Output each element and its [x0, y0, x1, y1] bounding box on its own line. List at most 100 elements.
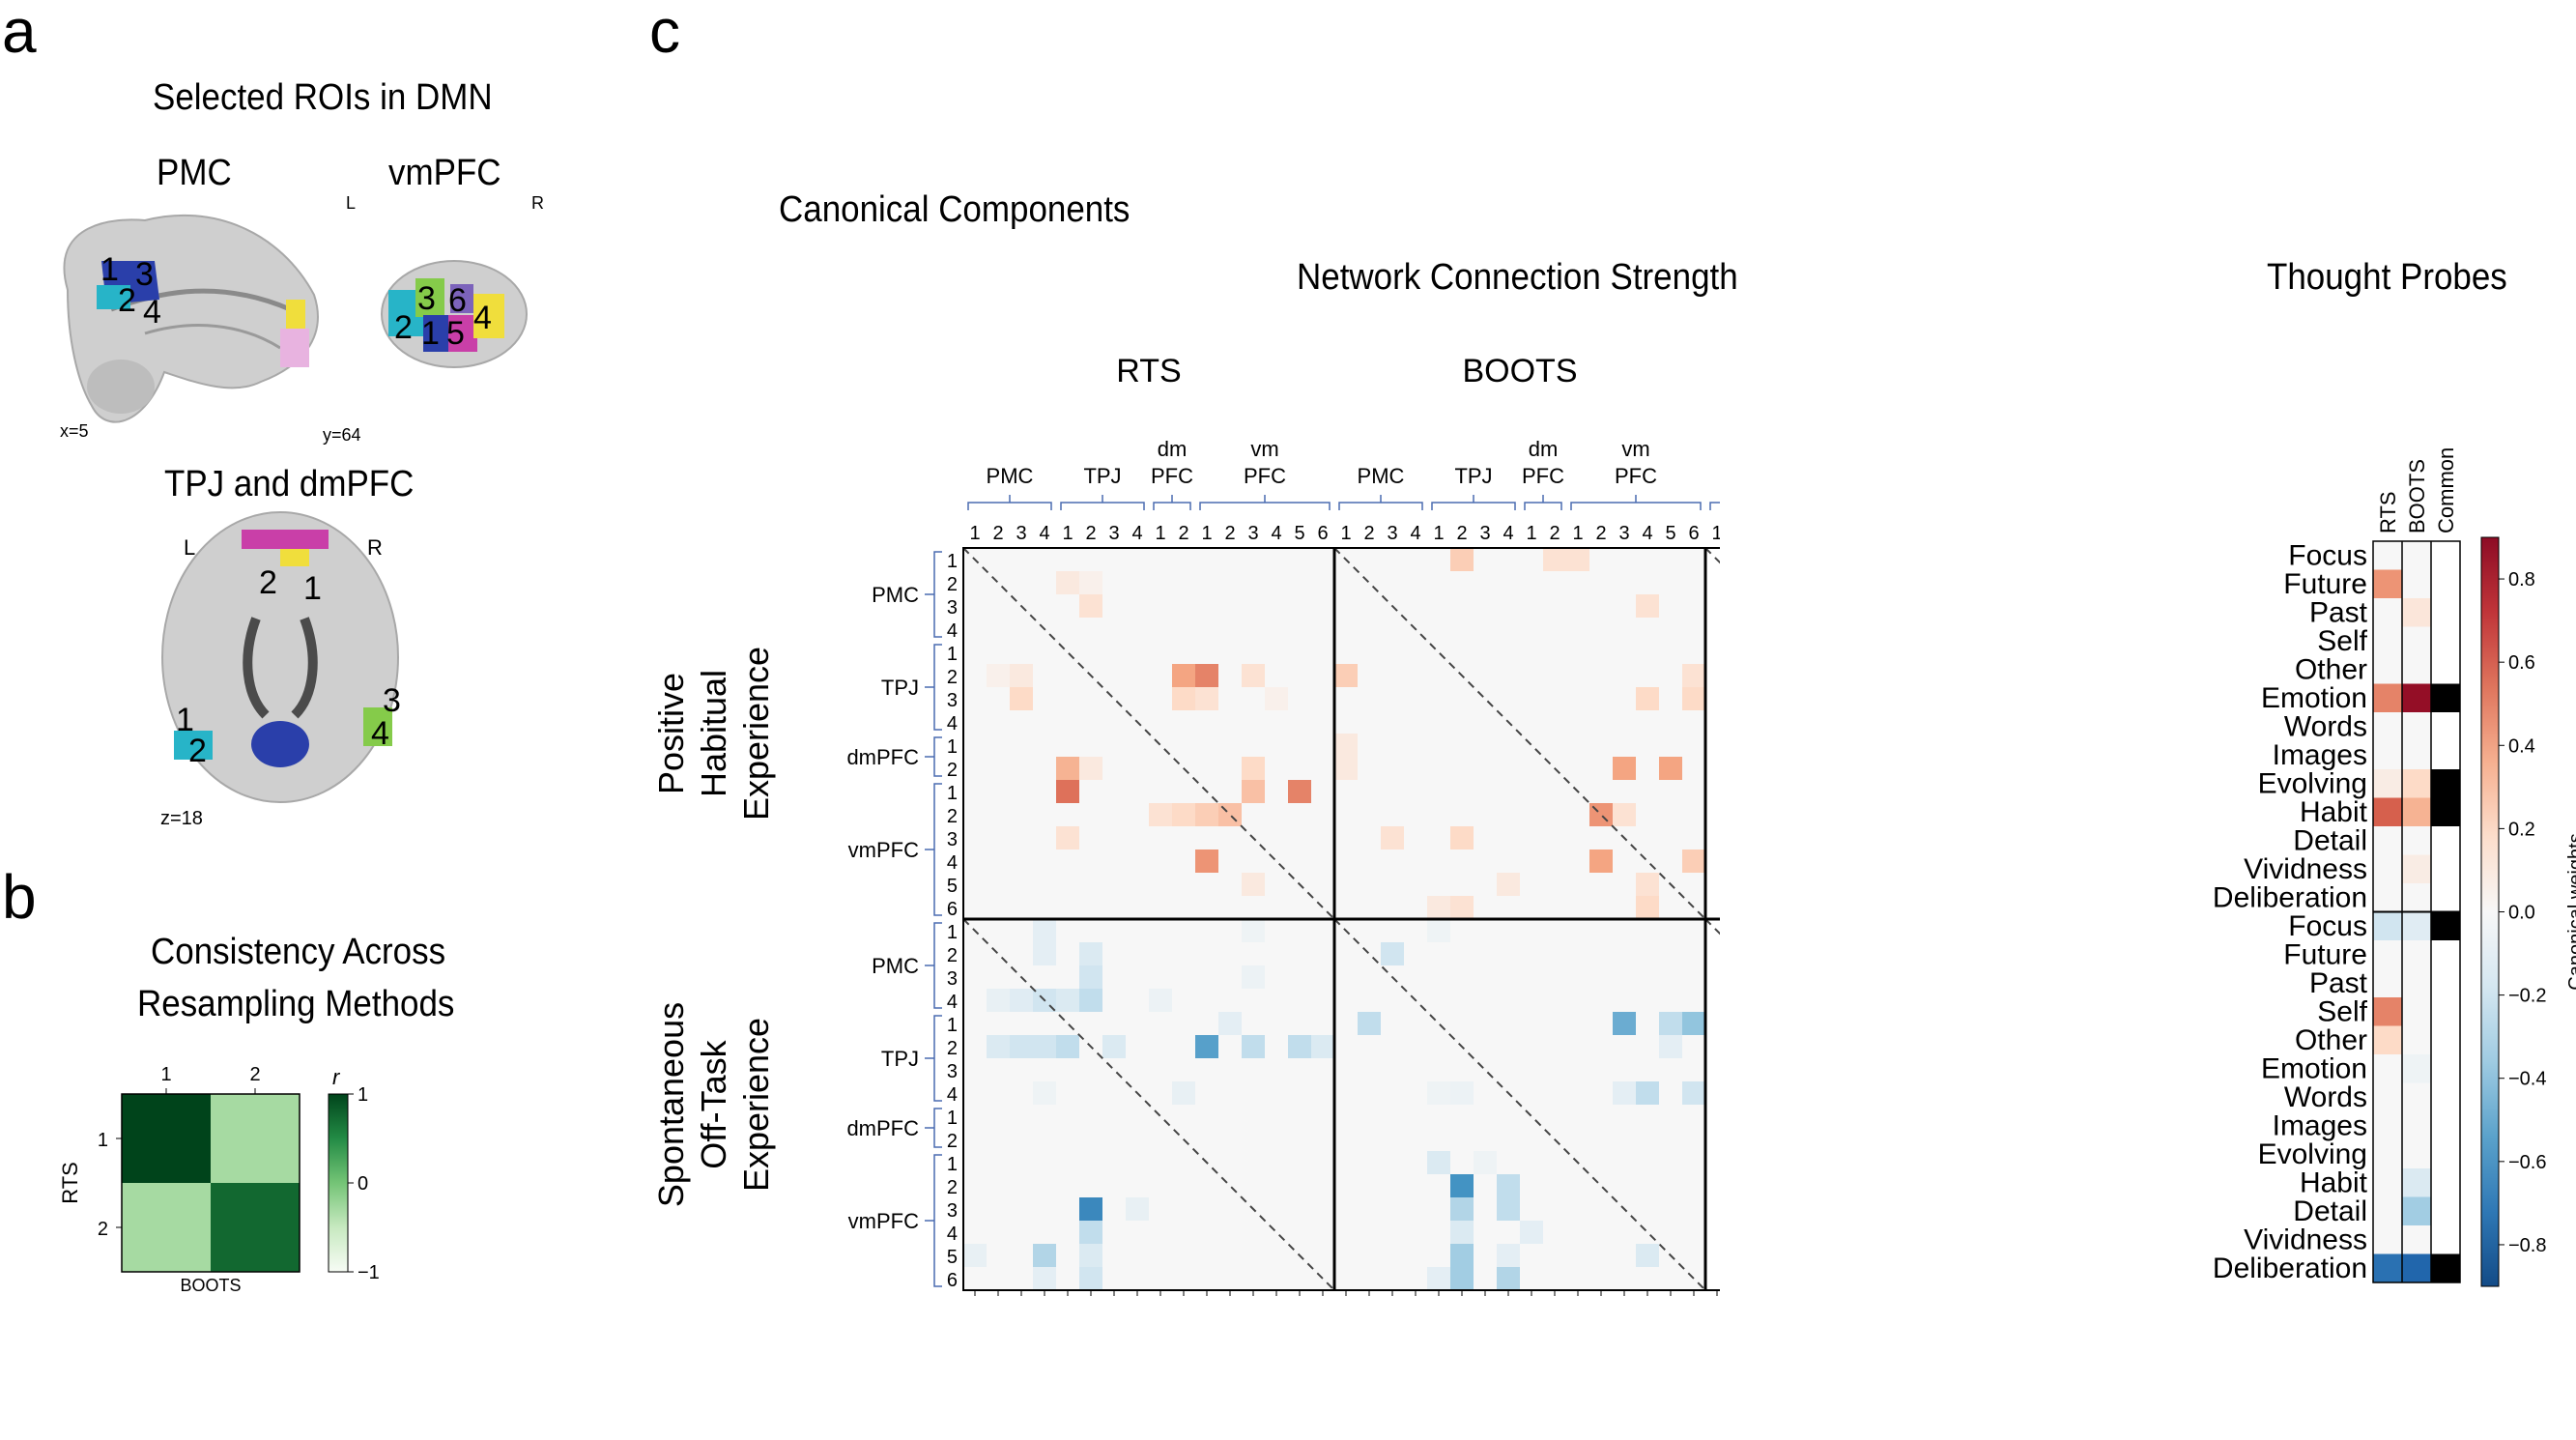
cell-pos-rts-14: [1079, 757, 1102, 780]
consistency-title-1: Consistency Across: [151, 932, 446, 972]
probe-cell-neg-3-1: [2402, 997, 2431, 1026]
r-colorbar: [328, 1093, 349, 1273]
probe-label-neg-habit: Habit: [2300, 1167, 2368, 1199]
probe-cell-pos-3-2: [2431, 626, 2460, 656]
probe-cell-pos-6-0: [2373, 712, 2402, 741]
cell-neg-boots-6: [1682, 1012, 1705, 1035]
probe-cell-pos-4-2: [2431, 655, 2460, 684]
cell-neg-boots-7: [1659, 1035, 1682, 1058]
cell-pos-boots-6: [1682, 664, 1705, 687]
col-tick-rts-8: 1: [1155, 523, 1165, 544]
cell-pos-boots-20: [1427, 896, 1450, 919]
network-title: Network Connection Strength: [1297, 257, 1738, 298]
cell-pos-boots-10: [1613, 757, 1636, 780]
col-tick-rts-5: 2: [1085, 523, 1096, 544]
probe-cell-neg-4-0: [2373, 1025, 2402, 1055]
probe-label-pos-habit: Habit: [2300, 796, 2368, 828]
col-tick-rts-13: 4: [1271, 523, 1281, 544]
probe-cell-neg-7-0: [2373, 1111, 2402, 1140]
vmpfc-roi-5: 5: [446, 315, 465, 352]
left-marker: L: [346, 193, 357, 213]
cell-neg-boots-26: [1497, 1267, 1520, 1290]
probe-cell-neg-12-0: [2373, 1253, 2402, 1283]
tpj-roi-2: 2: [188, 733, 207, 769]
r-colorbar-label: r: [332, 1065, 341, 1089]
row-tick-neg-4: 1: [947, 1015, 958, 1036]
component-label-pos-2: Experience: [736, 647, 776, 821]
probe-cell-neg-6-2: [2431, 1082, 2460, 1112]
consistency-cell-1-1: [122, 1094, 211, 1183]
cell-neg-boots-27: [1427, 1267, 1450, 1290]
cell-pos-rts-10: [1242, 664, 1265, 687]
probe-cell-neg-11-0: [2373, 1225, 2402, 1254]
pmc-roi-4: 4: [143, 294, 161, 331]
cell-neg-rts-16: [1288, 1035, 1311, 1058]
cell-neg-boots-23: [1497, 1244, 1520, 1267]
col-tick-boots-14: 5: [1665, 523, 1675, 544]
cell-neg-boots-19: [1497, 1197, 1520, 1221]
col-bracket-boots-0: [1338, 495, 1423, 510]
row-tick-pos-4: 1: [947, 644, 958, 665]
col-group-rts-3-b: PFC: [1244, 464, 1286, 488]
cell-pos-rts-7: [1195, 664, 1218, 687]
cell-neg-rts-10: [987, 1035, 1010, 1058]
probe-cell-pos-5-1: [2402, 683, 2431, 713]
component-label-neg-0: Spontaneous: [651, 1002, 691, 1207]
probe-cell-pos-9-0: [2373, 797, 2402, 827]
cell-pos-rts-20: [1195, 803, 1218, 826]
probe-cell-pos-4-1: [2402, 655, 2431, 684]
probe-label-neg-deliberation: Deliberation: [2213, 1253, 2367, 1284]
row-bracket-pos-1: [925, 644, 942, 731]
probe-cell-neg-9-2: [2431, 1168, 2460, 1197]
row-tick-neg-6: 3: [947, 1061, 958, 1082]
probe-label-pos-focus: Focus: [2288, 540, 2367, 572]
col-tick-boots-9: 2: [1549, 523, 1560, 544]
weights-tick-0: 0.8: [2508, 569, 2535, 590]
weights-colorbar-label: Canonical weights: [2565, 833, 2576, 990]
probe-cell-neg-6-0: [2373, 1082, 2402, 1112]
col-bracket-rts-1: [1060, 495, 1145, 510]
probe-col-boots: BOOTS: [2405, 459, 2429, 533]
probe-cell-neg-5-0: [2373, 1054, 2402, 1083]
col-bracket-boots-3: [1570, 495, 1702, 510]
probe-label-pos-self: Self: [2317, 625, 2367, 657]
cell-pos-rts-11: [1265, 687, 1288, 710]
col-group-boots-2-b: PFC: [1522, 464, 1564, 488]
probe-cell-neg-2-1: [2402, 968, 2431, 998]
row-tick-pos-12: 3: [947, 829, 958, 850]
col-tick-rts-10: 1: [1201, 523, 1212, 544]
probe-label-neg-emotion: Emotion: [2261, 1053, 2367, 1085]
cell-neg-rts-17: [1311, 1035, 1334, 1058]
consistency-cell-2-1: [122, 1183, 211, 1272]
row-tick-1: 1: [98, 1130, 108, 1151]
probe-cell-pos-5-0: [2373, 683, 2402, 713]
row-tick-neg-0: 1: [947, 922, 958, 943]
cell-neg-rts-3: [1079, 965, 1102, 989]
col-bracket-boots-1: [1431, 495, 1516, 510]
row-tick-2: 2: [98, 1219, 108, 1240]
probe-cell-pos-7-0: [2373, 740, 2402, 770]
row-region-neg-3: vmPFC: [848, 1209, 919, 1233]
probe-cell-pos-10-1: [2402, 826, 2431, 855]
col-group-boots-2-a: dm: [1529, 437, 1559, 461]
row-tick-pos-3: 4: [947, 620, 958, 642]
probe-cell-pos-7-2: [2431, 740, 2460, 770]
brain-images: 1 3 2 4 3 6 2 1 5 4 2 1 1 2 3 4: [63, 214, 528, 803]
probe-label-pos-detail: Detail: [2293, 825, 2367, 857]
cell-neg-rts-29: [1033, 1267, 1056, 1290]
row-tick-pos-13: 4: [947, 852, 958, 874]
component-label-neg-2: Experience: [736, 1018, 776, 1192]
col-tick-rts-9: 2: [1178, 523, 1188, 544]
canonical-title: Canonical Components: [779, 189, 1131, 230]
cell-neg-rts-8: [1056, 989, 1079, 1012]
cell-neg-rts-28: [1079, 1267, 1102, 1290]
row-bracket-pos-0: [925, 551, 942, 638]
col-group-boots-0-b: PMC: [1358, 464, 1405, 488]
cell-neg-boots-22: [1450, 1244, 1474, 1267]
probe-cell-pos-0-1: [2402, 541, 2431, 570]
probe-cell-pos-1-1: [2402, 569, 2431, 599]
probe-cell-pos-10-0: [2373, 826, 2402, 855]
probe-col-common: Common: [2434, 447, 2458, 533]
probe-cell-pos-4-0: [2373, 655, 2402, 684]
